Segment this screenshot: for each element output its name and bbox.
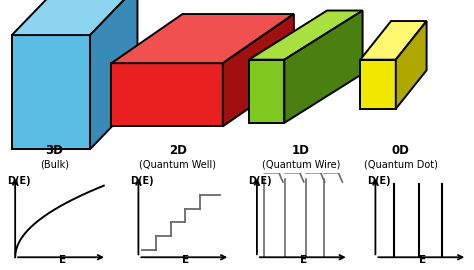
Polygon shape [284, 11, 363, 123]
Text: D(E): D(E) [367, 176, 391, 185]
Text: D(E): D(E) [130, 176, 154, 185]
Text: E: E [58, 255, 66, 265]
Polygon shape [249, 60, 284, 123]
Text: 1D: 1D [292, 144, 310, 157]
Text: (Quantum Wire): (Quantum Wire) [262, 160, 340, 170]
Polygon shape [223, 14, 294, 126]
Polygon shape [90, 0, 137, 149]
Text: D(E): D(E) [248, 176, 272, 185]
Text: (Quantum Well): (Quantum Well) [139, 160, 216, 170]
Text: (Bulk): (Bulk) [40, 160, 69, 170]
Text: D(E): D(E) [7, 176, 30, 185]
Polygon shape [12, 0, 137, 35]
Polygon shape [249, 11, 363, 60]
Polygon shape [360, 60, 396, 109]
Text: 0D: 0D [392, 144, 410, 157]
Polygon shape [111, 14, 294, 63]
Text: E: E [419, 255, 426, 265]
Polygon shape [111, 63, 223, 126]
Polygon shape [360, 21, 427, 60]
Text: 3D: 3D [46, 144, 64, 157]
Text: (Quantum Dot): (Quantum Dot) [364, 160, 438, 170]
Polygon shape [12, 35, 90, 149]
Polygon shape [396, 21, 427, 109]
Text: 2D: 2D [169, 144, 187, 157]
Text: E: E [182, 255, 189, 265]
Text: E: E [300, 255, 308, 265]
